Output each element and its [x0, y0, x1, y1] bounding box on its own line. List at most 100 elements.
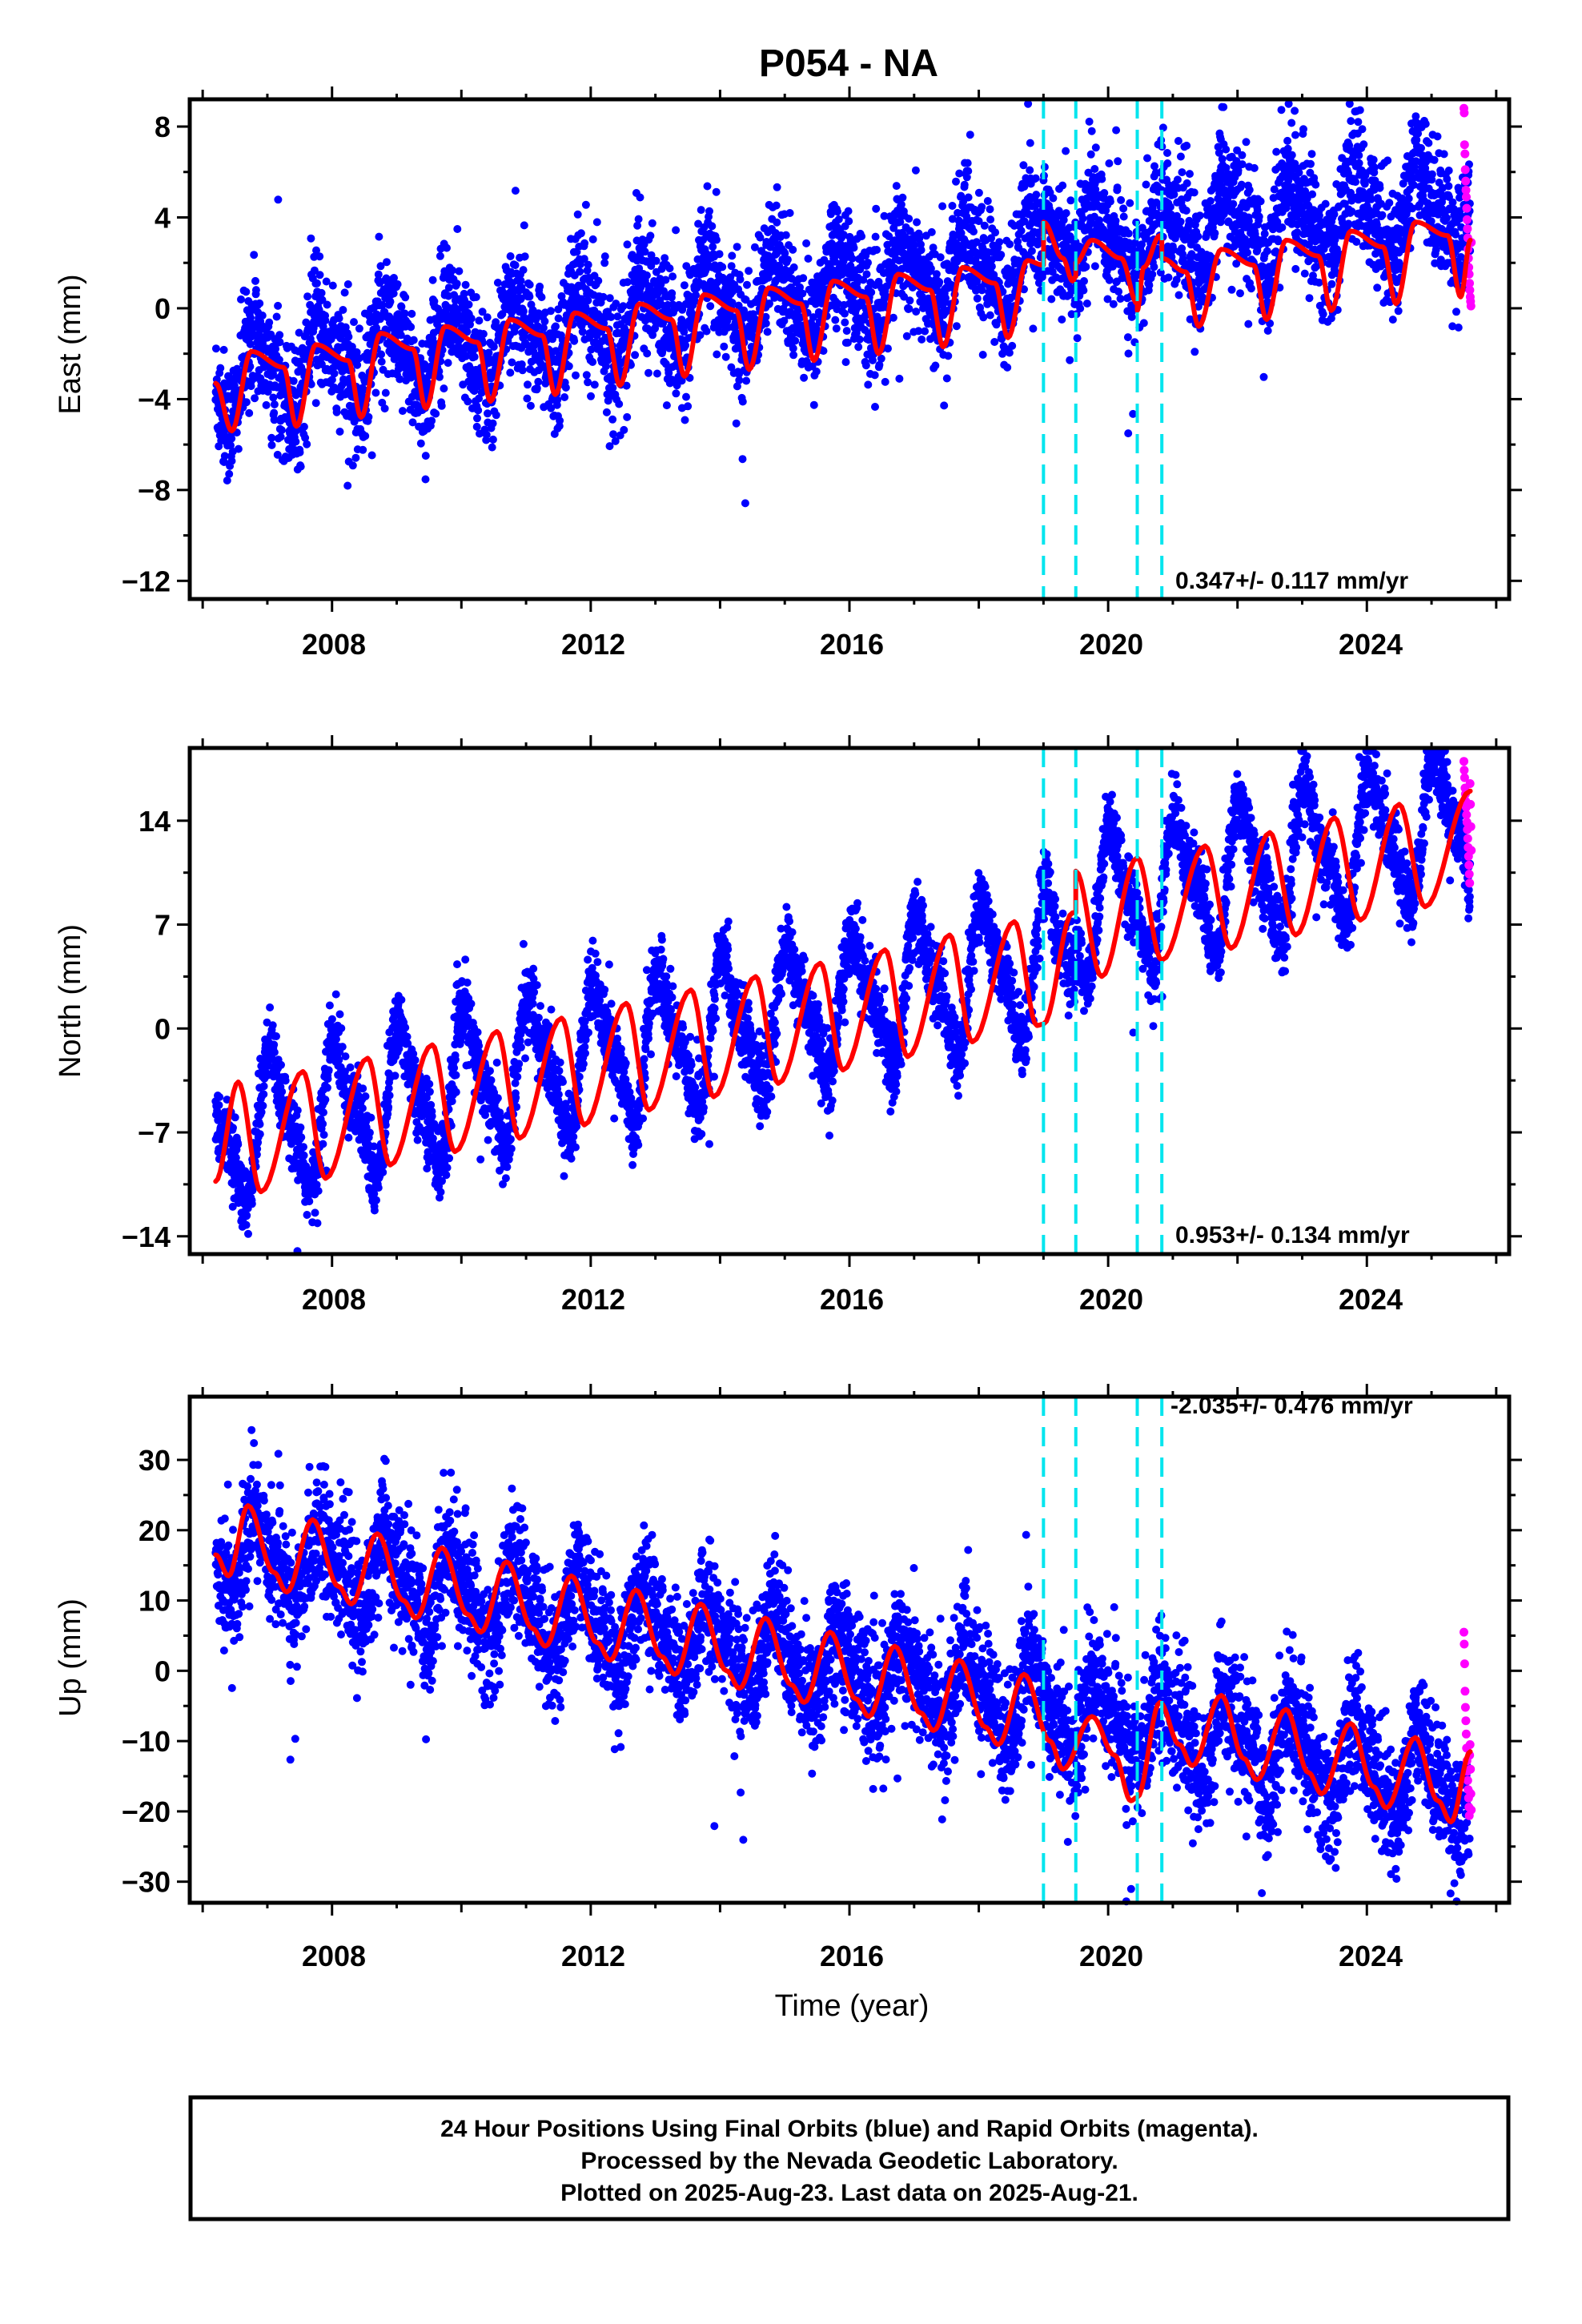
- east-plot-area: [177, 86, 1522, 612]
- y-tick-label: 30: [139, 1444, 171, 1477]
- north-panel: North (mm) 0.953+/- 0.134 mm/yr 2008 201…: [54, 735, 1522, 1316]
- caption-box: 24 Hour Positions Using Final Orbits (bl…: [188, 2095, 1511, 2221]
- caption-line-3: Plotted on 2025-Aug-23. Last data on 202…: [560, 2180, 1138, 2206]
- north-model-curve: [213, 788, 1473, 1195]
- y-tick-label: 0: [155, 292, 171, 325]
- rapid-orbit-point: [1460, 165, 1470, 175]
- y-tick-label: 8: [155, 111, 171, 143]
- rapid-orbit-point: [1467, 846, 1476, 855]
- y-tick-label: −30: [122, 1866, 171, 1899]
- up-final-orbit-markers: [211, 1425, 1475, 1906]
- y-tick-label: 7: [155, 909, 171, 942]
- rapid-orbit-point: [1465, 279, 1474, 288]
- x-tick-label: 2008: [302, 628, 366, 661]
- rapid-orbit-point: [1464, 860, 1474, 870]
- caption-line-1: 24 Hour Positions Using Final Orbits (bl…: [440, 2116, 1259, 2142]
- x-tick-label: 2024: [1339, 1940, 1403, 1972]
- y-tick-label: 0: [155, 1012, 171, 1045]
- rapid-orbit-point: [1466, 1764, 1476, 1774]
- rapid-orbit-point: [1461, 186, 1471, 195]
- east-final-orbit-markers: [211, 99, 1475, 508]
- rapid-orbit-point: [1462, 810, 1472, 819]
- north-final-orbit-markers: [211, 746, 1475, 1256]
- rapid-orbit-point: [1460, 766, 1469, 775]
- y-tick-label: −20: [122, 1795, 171, 1828]
- rapid-orbit-point: [1462, 203, 1472, 213]
- north-final-orbit-points: [211, 746, 1475, 1256]
- rapid-orbit-point: [1462, 192, 1471, 202]
- up-final-orbit-points: [211, 1425, 1475, 1906]
- north-y-tick-labels: 14 7 0 −7 −14: [122, 805, 171, 1253]
- y-tick-label: 4: [155, 201, 171, 234]
- x-tick-label: 2016: [820, 1283, 884, 1316]
- rapid-orbit-point: [1467, 1805, 1476, 1815]
- rapid-orbit-point: [1466, 301, 1476, 311]
- x-tick-label: 2008: [302, 1940, 366, 1972]
- rapid-orbit-point: [1464, 870, 1474, 879]
- east-y-axis-label: East (mm): [54, 274, 87, 414]
- y-tick-label: −7: [138, 1116, 171, 1149]
- y-tick-label: −14: [122, 1220, 171, 1253]
- rapid-orbit-point: [1465, 779, 1475, 788]
- north-plot-area: [177, 735, 1522, 1267]
- east-final-orbit-points: [211, 99, 1475, 508]
- x-tick-label: 2020: [1079, 1940, 1143, 1972]
- up-rate-label: -2.035+/- 0.476 mm/yr: [1170, 1393, 1413, 1419]
- x-tick-label: 2016: [820, 1940, 884, 1972]
- rapid-orbit-point: [1460, 773, 1469, 782]
- rapid-orbit-point: [1466, 1789, 1476, 1799]
- rapid-orbit-point: [1460, 1659, 1469, 1669]
- up-panel: Up (mm) -2.035+/- 0.476 mm/yr 2008 2012 …: [54, 1384, 1522, 1972]
- east-panel: East (mm) 0.347+/- 0.117 mm/yr 2008 2012…: [54, 86, 1522, 661]
- x-tick-label: 2020: [1079, 1283, 1143, 1316]
- x-tick-label: 2012: [561, 1283, 625, 1316]
- x-tick-label: 2020: [1079, 628, 1143, 661]
- rapid-orbit-point: [1465, 1740, 1475, 1749]
- caption-border: [188, 2095, 1511, 2221]
- x-tick-label: 2012: [561, 628, 625, 661]
- y-tick-label: 10: [139, 1585, 171, 1618]
- y-tick-label: 14: [139, 805, 171, 838]
- east-y-tick-labels: 8 4 0 −4 −8 −12: [122, 111, 171, 597]
- y-tick-label: −8: [138, 474, 171, 507]
- x-tick-label: 2016: [820, 628, 884, 661]
- rapid-orbit-point: [1461, 176, 1471, 186]
- up-model-curve: [213, 1503, 1473, 1825]
- rapid-orbit-point: [1460, 757, 1468, 766]
- rapid-orbit-point: [1460, 1627, 1468, 1637]
- rapid-orbit-point: [1460, 140, 1469, 150]
- north-rate-label: 0.953+/- 0.134 mm/yr: [1175, 1222, 1410, 1248]
- x-tick-label: 2024: [1339, 628, 1403, 661]
- rapid-orbit-point: [1461, 1729, 1471, 1739]
- figure-title: P054 - NA: [759, 42, 938, 85]
- rapid-orbit-point: [1466, 799, 1476, 809]
- x-tick-label: 2024: [1339, 1283, 1403, 1316]
- x-tick-label: 2012: [561, 1940, 625, 1972]
- y-tick-label: −10: [122, 1725, 171, 1758]
- rapid-orbit-point: [1460, 149, 1470, 159]
- rapid-orbit-point: [1465, 285, 1475, 295]
- rapid-orbit-point: [1460, 1703, 1470, 1712]
- y-tick-label: 20: [139, 1514, 171, 1547]
- north-x-tick-labels: 2008 2012 2016 2020 2024: [302, 1283, 1403, 1316]
- rapid-orbit-point: [1460, 108, 1469, 118]
- east-model-curve: [213, 219, 1473, 434]
- up-plot-area: [177, 1384, 1522, 1916]
- rapid-orbit-point: [1462, 215, 1472, 224]
- up-y-axis-label: Up (mm): [54, 1598, 87, 1717]
- y-tick-label: −4: [138, 383, 171, 416]
- y-tick-label: −12: [122, 565, 171, 597]
- rapid-orbit-point: [1463, 1775, 1472, 1785]
- rapid-orbit-point: [1463, 224, 1472, 234]
- rapid-orbit-point: [1463, 834, 1472, 843]
- rapid-orbit-point: [1460, 1639, 1469, 1649]
- x-axis-label: Time (year): [775, 1989, 930, 2023]
- caption-line-2: Processed by the Nevada Geodetic Laborat…: [580, 2148, 1118, 2174]
- up-y-tick-labels: 30 20 10 0 −10 −20 −30: [122, 1444, 171, 1899]
- north-y-axis-label: North (mm): [54, 924, 87, 1078]
- east-x-tick-labels: 2008 2012 2016 2020 2024: [302, 628, 1403, 661]
- east-rate-label: 0.347+/- 0.117 mm/yr: [1175, 568, 1408, 594]
- rapid-orbit-point: [1466, 822, 1476, 831]
- x-tick-label: 2008: [302, 1283, 366, 1316]
